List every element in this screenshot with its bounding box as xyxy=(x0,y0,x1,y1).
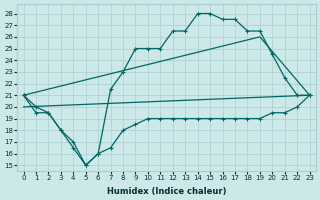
X-axis label: Humidex (Indice chaleur): Humidex (Indice chaleur) xyxy=(107,187,226,196)
